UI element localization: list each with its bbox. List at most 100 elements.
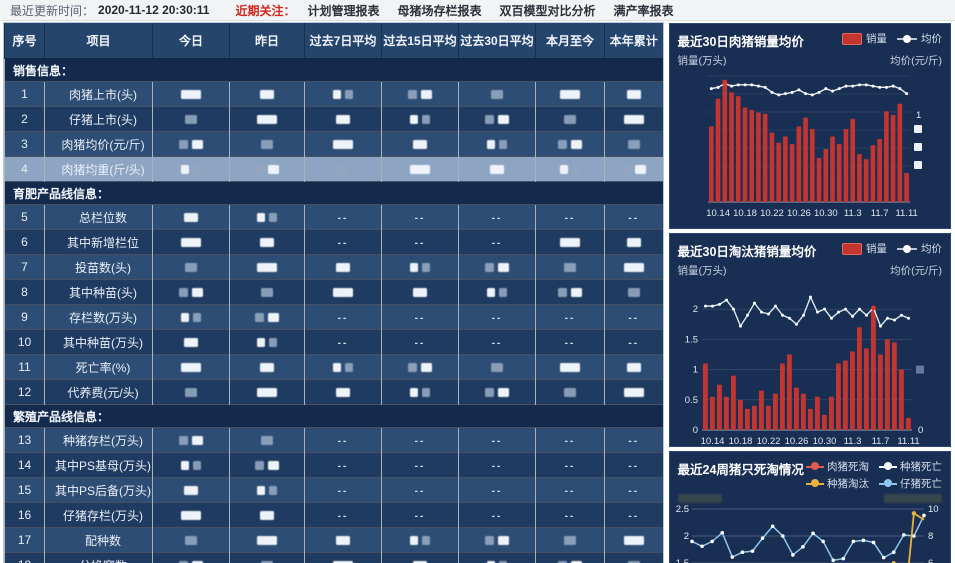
table-row[interactable]: 8 其中种苗(头)	[4, 279, 663, 305]
data-cell: --	[535, 477, 605, 503]
data-cell	[152, 279, 230, 305]
data-cell	[152, 254, 230, 280]
line-dot-icon	[879, 479, 897, 488]
redacted-value	[627, 288, 640, 298]
data-cell: --	[304, 477, 382, 503]
redacted-value	[498, 536, 509, 546]
data-cell: --	[535, 329, 605, 355]
row-no: 6	[4, 229, 45, 255]
row-label: 肉猪均价(元/斤)	[44, 131, 153, 157]
redacted-value	[257, 388, 277, 398]
row-label: 仔猪上市(头)	[44, 106, 153, 132]
mortality-chart[interactable]: 2.5 10 2 8 1.5 6	[676, 505, 943, 563]
row-label: 存栏数(万头)	[44, 304, 153, 330]
legend-avg-price[interactable]: 均价	[897, 31, 942, 46]
redacted-value	[268, 313, 279, 323]
redacted-value	[571, 561, 582, 563]
topbar-link-plan-report[interactable]: 计划管理报表	[307, 3, 380, 18]
redacted-value	[192, 288, 203, 298]
table-row[interactable]: 16 仔猪存栏(万头) -- -- -- -- --	[4, 502, 663, 528]
table-row[interactable]: 3 肉猪均价(元/斤)	[4, 131, 663, 157]
table-row[interactable]: 1 肉猪上市(头)	[4, 81, 663, 107]
data-cell	[381, 279, 459, 305]
redacted-value	[261, 436, 273, 446]
data-cell	[229, 552, 305, 563]
table-row[interactable]: 11 死亡率(%)	[4, 354, 663, 380]
row-label: 其中种苗(万头)	[44, 329, 153, 355]
legend-avg-price[interactable]: 均价	[897, 241, 942, 256]
svg-text:2.5: 2.5	[676, 505, 689, 515]
legend-sales[interactable]: 销量	[842, 241, 887, 256]
legend-sales[interactable]: 销量	[842, 31, 887, 46]
data-cell: --	[535, 427, 605, 453]
svg-text:11.7: 11.7	[871, 208, 889, 219]
table-row[interactable]: 13 种猪存栏(万头) -- -- -- -- --	[4, 427, 663, 453]
bar-swatch-icon	[842, 242, 862, 255]
svg-text:11.7: 11.7	[872, 436, 890, 447]
cull-sales-chart[interactable]: 21.510.50 010.14 10.18 10.22 10.26 10.30 11.3 1…	[676, 280, 943, 447]
topbar-link-full-capacity-report[interactable]: 满产率报表	[613, 3, 674, 18]
legend-仔猪死亡[interactable]: 仔猪死亡	[879, 476, 942, 491]
table-row[interactable]: 9 存栏数(万头) -- -- -- -- --	[4, 304, 663, 330]
svg-text:11.3: 11.3	[844, 208, 862, 219]
table-row[interactable]: 7 投苗数(头)	[4, 254, 663, 280]
topbar-link-sow-farm-report[interactable]: 母猪场存栏报表	[397, 3, 482, 18]
table-row[interactable]: 17 配种数	[4, 527, 663, 553]
legend-肉猪死淘[interactable]: 肉猪死淘	[806, 459, 869, 474]
data-cell: --	[381, 229, 459, 255]
legend-种猪淘汰[interactable]: 种猪淘汰	[806, 476, 869, 491]
row-label: 投苗数(头)	[44, 254, 153, 280]
table-row[interactable]: 10 其中种苗(万头) -- -- -- -- --	[4, 329, 663, 355]
table-row[interactable]: 12 代养费(元/头)	[4, 379, 663, 405]
row-label: 其中PS后备(万头)	[44, 477, 153, 503]
data-cell	[535, 279, 605, 305]
data-cell	[152, 527, 230, 553]
redacted-value	[181, 363, 201, 373]
data-cell	[229, 106, 305, 132]
data-cell	[604, 229, 663, 255]
redacted-value	[337, 165, 349, 175]
redacted-value	[564, 388, 576, 398]
cull-sales-chart-title: 最近30日淘汰猪销量均价	[677, 245, 817, 259]
svg-text:10.18: 10.18	[733, 208, 757, 219]
row-no: 15	[4, 477, 45, 503]
table-row[interactable]: 15 其中PS后备(万头) -- -- -- -- --	[4, 477, 663, 503]
data-cell	[458, 81, 536, 107]
line-dot-icon	[897, 34, 917, 44]
redacted-value	[623, 115, 644, 125]
row-no: 13	[4, 427, 45, 453]
row-no: 3	[4, 131, 45, 157]
row-no: 18	[4, 552, 45, 563]
data-cell	[458, 379, 536, 405]
redacted-value	[571, 140, 582, 150]
redacted-value	[193, 461, 201, 471]
data-cell: --	[458, 502, 536, 528]
data-cell: --	[458, 229, 536, 255]
table-row[interactable]: 14 其中PS基母(万头) -- -- -- -- --	[4, 452, 663, 478]
redacted-axis-label	[677, 494, 722, 503]
table-row[interactable]: 18分娩窝数	[4, 552, 663, 563]
data-cell	[458, 354, 536, 380]
table-row[interactable]: 2 仔猪上市(头)	[4, 106, 663, 132]
redacted-value	[192, 436, 203, 446]
table-row[interactable]: 4 肉猪均重(斤/头)	[4, 156, 663, 182]
data-cell: --	[381, 427, 459, 453]
line-dot-icon	[879, 462, 897, 471]
redacted-value	[193, 313, 201, 323]
data-cell	[381, 379, 459, 405]
row-no: 17	[4, 527, 45, 553]
table-row[interactable]: 6 其中新增栏位 -- -- --	[4, 229, 663, 255]
report-table: 序号 项目 今日 昨日 过去7日平均 过去15日平均 过去30日平均 本月至今 本年累计 销售信息…	[3, 22, 664, 563]
redacted-value	[260, 511, 274, 521]
legend-种猪死亡[interactable]: 种猪死亡	[879, 459, 942, 474]
pig-sales-chart[interactable]: 1 10.14 10.18 10.22 10.26 10.30 11.3 11.7 11.11	[676, 70, 943, 222]
pig-sales-card: 最近30日肉猪销量均价 销量 均价 销量(万头) 均价(元/	[668, 23, 951, 229]
data-cell: --	[304, 502, 382, 528]
data-cell	[604, 131, 663, 157]
svg-text:11.3: 11.3	[844, 436, 862, 447]
table-row[interactable]: 5 总栏位数 -- -- -- -- --	[4, 204, 663, 230]
data-cell	[535, 131, 605, 157]
topbar-link-model-compare[interactable]: 双百模型对比分析	[499, 3, 596, 18]
redacted-value	[333, 90, 341, 100]
data-cell	[229, 279, 305, 305]
